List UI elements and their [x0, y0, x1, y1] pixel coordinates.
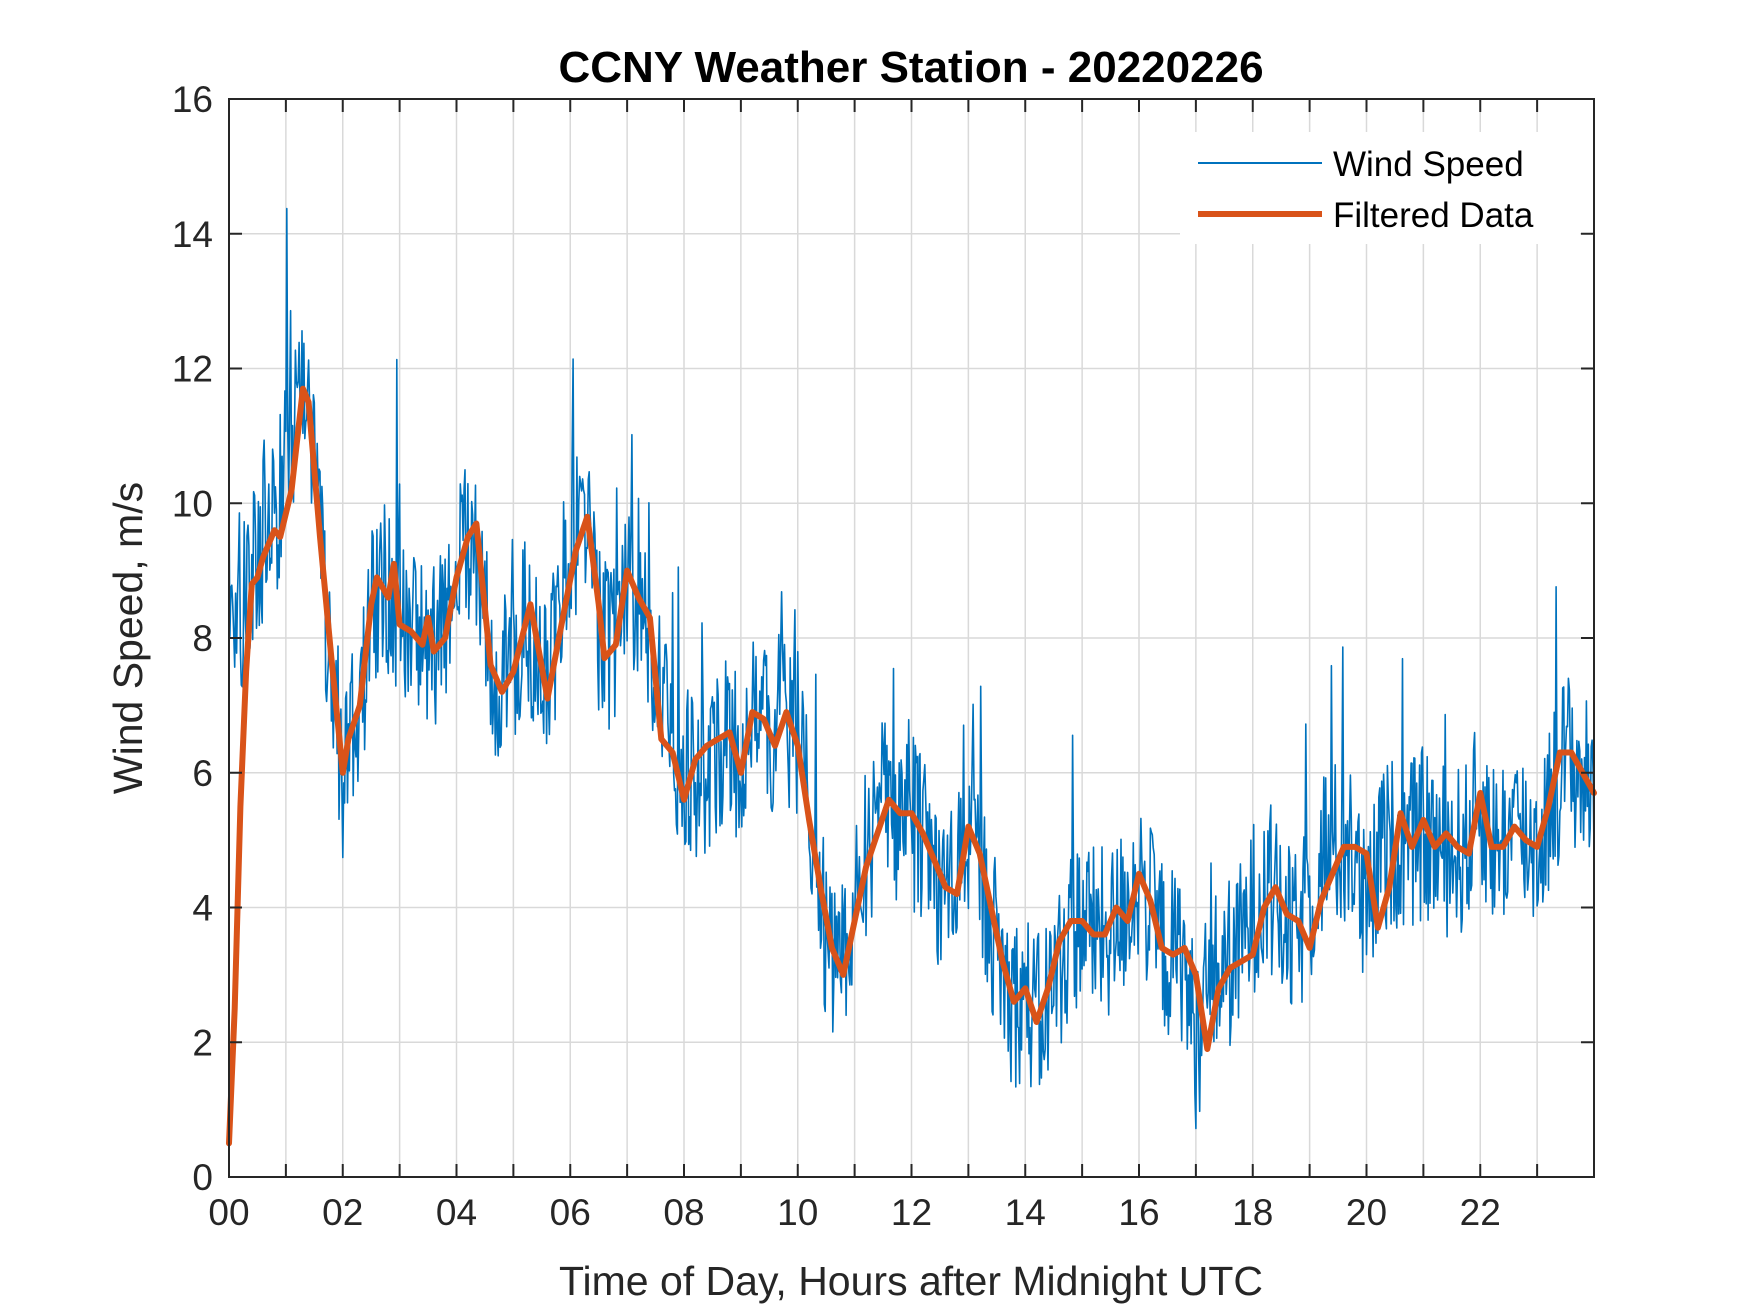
x-axis-label: Time of Day, Hours after Midnight UTC — [559, 1258, 1263, 1304]
x-tick-label: 00 — [208, 1192, 249, 1233]
series-filtered-data — [226, 385, 1597, 1147]
x-tick-labels: 00 02 04 06 08 10 12 14 16 18 20 22 — [208, 1192, 1500, 1233]
x-tick-label: 06 — [550, 1192, 591, 1233]
y-tick-label: 10 — [172, 483, 213, 524]
x-tick-label: 10 — [777, 1192, 818, 1233]
y-tick-label: 4 — [192, 888, 213, 929]
x-tick-label: 22 — [1460, 1192, 1501, 1233]
x-tick-label: 18 — [1232, 1192, 1273, 1233]
x-tick-label: 16 — [1118, 1192, 1159, 1233]
y-tick-labels: 0 2 4 6 8 10 12 14 16 — [172, 79, 213, 1198]
chart-title: CCNY Weather Station - 20220226 — [558, 43, 1263, 92]
x-tick-label: 12 — [891, 1192, 932, 1233]
y-tick-label: 14 — [172, 214, 213, 255]
y-axis-label: Wind Speed, m/s — [105, 482, 151, 794]
x-tick-label: 04 — [436, 1192, 477, 1233]
x-tick-label: 20 — [1346, 1192, 1387, 1233]
x-tick-label: 14 — [1005, 1192, 1046, 1233]
y-tick-label: 0 — [192, 1157, 213, 1198]
y-tick-label: 12 — [172, 349, 213, 390]
x-tick-label: 08 — [663, 1192, 704, 1233]
legend-label-wind-speed: Wind Speed — [1333, 145, 1524, 184]
y-tick-label: 6 — [192, 753, 213, 794]
y-tick-label: 2 — [192, 1022, 213, 1063]
ticks — [228, 98, 1595, 1178]
series-wind-speed — [228, 207, 1595, 1130]
y-tick-label: 8 — [192, 618, 213, 659]
y-tick-label: 16 — [172, 79, 213, 120]
legend-box — [1180, 132, 1580, 244]
x-tick-label: 02 — [322, 1192, 363, 1233]
legend: Wind Speed Filtered Data — [1180, 132, 1580, 244]
series-layer — [226, 207, 1597, 1147]
legend-label-filtered-data: Filtered Data — [1333, 196, 1534, 235]
